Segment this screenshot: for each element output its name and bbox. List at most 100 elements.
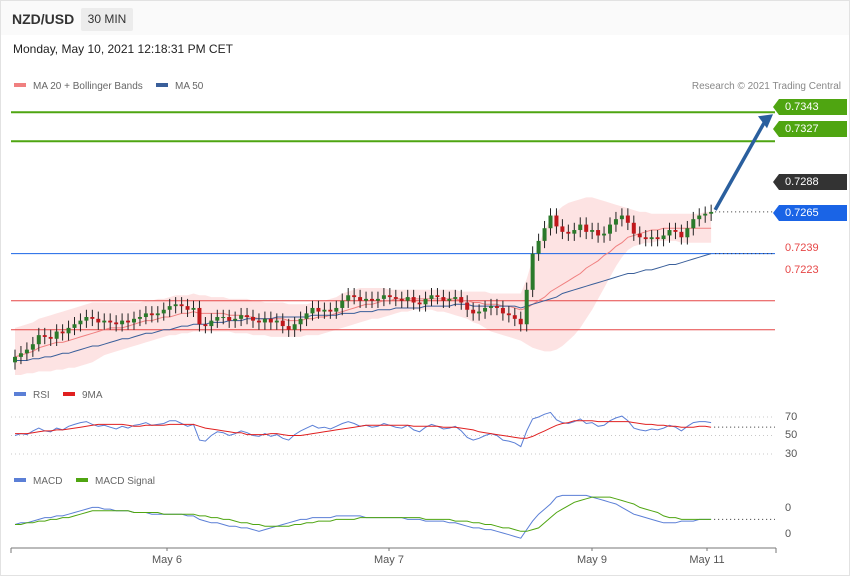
chart-header: NZD/USD 30 MIN	[1, 1, 849, 35]
candle-body	[334, 307, 339, 312]
candle-body	[328, 309, 333, 312]
candle-body	[459, 297, 464, 303]
candle-body	[24, 349, 29, 354]
candle-body	[435, 295, 440, 298]
candle-body	[322, 309, 327, 312]
candle-body	[310, 307, 315, 314]
candle-body	[453, 297, 458, 299]
candle-body	[298, 318, 303, 325]
candle-body	[536, 240, 541, 254]
ma50-swatch	[156, 83, 168, 88]
candle-body	[18, 353, 23, 357]
legend-rsi-ma-label: 9MA	[82, 390, 103, 401]
candle-body	[613, 219, 618, 225]
candle-body	[560, 226, 565, 232]
legend-ma50: MA 50	[156, 81, 203, 93]
candle-body	[161, 309, 166, 314]
x-label-may6: May 6	[152, 554, 182, 566]
candle-body	[143, 313, 148, 318]
candle-body	[185, 306, 190, 310]
datetime-label: Monday, May 10, 2021 12:18:31 PM CET	[13, 42, 233, 56]
macd-swatch	[14, 478, 26, 483]
candle-body	[471, 309, 476, 314]
candle-body	[197, 307, 202, 325]
candle-body	[625, 215, 630, 223]
candle-body	[489, 306, 493, 308]
candle-body	[530, 253, 535, 290]
candle-body	[316, 307, 321, 312]
candle-body	[239, 315, 244, 319]
candle-body	[274, 320, 279, 323]
candle-body	[381, 295, 386, 299]
candle-body	[709, 211, 714, 214]
candle-body	[548, 215, 553, 229]
rsi-ma-line	[15, 420, 712, 439]
candle-body	[262, 318, 267, 323]
candle-body	[245, 315, 250, 318]
candle-body	[191, 307, 196, 310]
candle-body	[477, 311, 482, 314]
price-tag-r1: 0.7327	[773, 121, 847, 137]
legend-rsi-ma: 9MA	[63, 390, 103, 402]
candle-body	[447, 298, 452, 301]
candle-body	[685, 228, 690, 238]
candle-body	[132, 318, 136, 323]
rsi-tick-30: 30	[785, 448, 798, 460]
candle-body	[512, 315, 517, 319]
legend-macd-signal: MACD Signal	[76, 476, 155, 488]
candle-body	[137, 317, 142, 319]
candle-body	[66, 327, 71, 334]
legend-ma50-label: MA 50	[175, 81, 204, 92]
candle-body	[703, 213, 708, 216]
candle-body	[173, 304, 178, 307]
candle-body	[149, 313, 154, 316]
candle-body	[114, 322, 119, 325]
ma20-swatch	[14, 83, 26, 88]
candle-body	[203, 324, 208, 327]
candle-body	[679, 231, 684, 238]
candle-body	[643, 237, 648, 240]
candle-body	[393, 297, 398, 299]
candle-body	[667, 230, 672, 236]
candle-body	[637, 233, 642, 238]
candle-body	[102, 320, 107, 323]
candle-body	[524, 289, 529, 325]
candle-body	[215, 317, 220, 321]
candle-body	[465, 302, 470, 310]
price-tag-pivot: 0.7265	[773, 205, 847, 221]
candle-body	[292, 324, 297, 330]
candle-body	[78, 320, 83, 325]
candle-body	[340, 300, 345, 308]
legend-rsi-label: RSI	[33, 390, 50, 401]
x-label-may7: May 7	[374, 554, 404, 566]
price-label-s1: 0.7239	[785, 242, 819, 254]
candle-body	[661, 235, 666, 240]
candle-body	[506, 313, 511, 316]
candle-body	[155, 313, 160, 316]
candle-body	[619, 215, 624, 220]
candle-body	[655, 237, 660, 240]
candle-body	[673, 230, 678, 232]
legend-macd: MACD	[14, 476, 62, 488]
price-tag-r2: 0.7343	[773, 99, 847, 115]
candle-body	[602, 233, 607, 236]
candle-body	[42, 335, 47, 337]
rsi-tick-70: 70	[785, 411, 798, 423]
price-tag-current: 0.7288	[773, 174, 847, 190]
macd-tick-zero-2: 0	[785, 528, 792, 540]
candle-body	[631, 222, 636, 234]
rsi-ma-swatch	[63, 392, 75, 397]
x-label-may11: May 11	[689, 554, 725, 566]
candle-body	[179, 304, 184, 307]
legend-ma20: MA 20 + Bollinger Bands	[14, 81, 143, 93]
candle-body	[268, 318, 273, 323]
candle-body	[697, 215, 702, 220]
ma50-line	[15, 253, 712, 361]
rsi-line	[14, 411, 712, 448]
bollinger-band	[15, 197, 712, 375]
candle-body	[572, 230, 577, 234]
candle-body	[251, 317, 255, 321]
timeframe-button[interactable]: 30 MIN	[81, 8, 133, 31]
candle-body	[227, 317, 232, 321]
